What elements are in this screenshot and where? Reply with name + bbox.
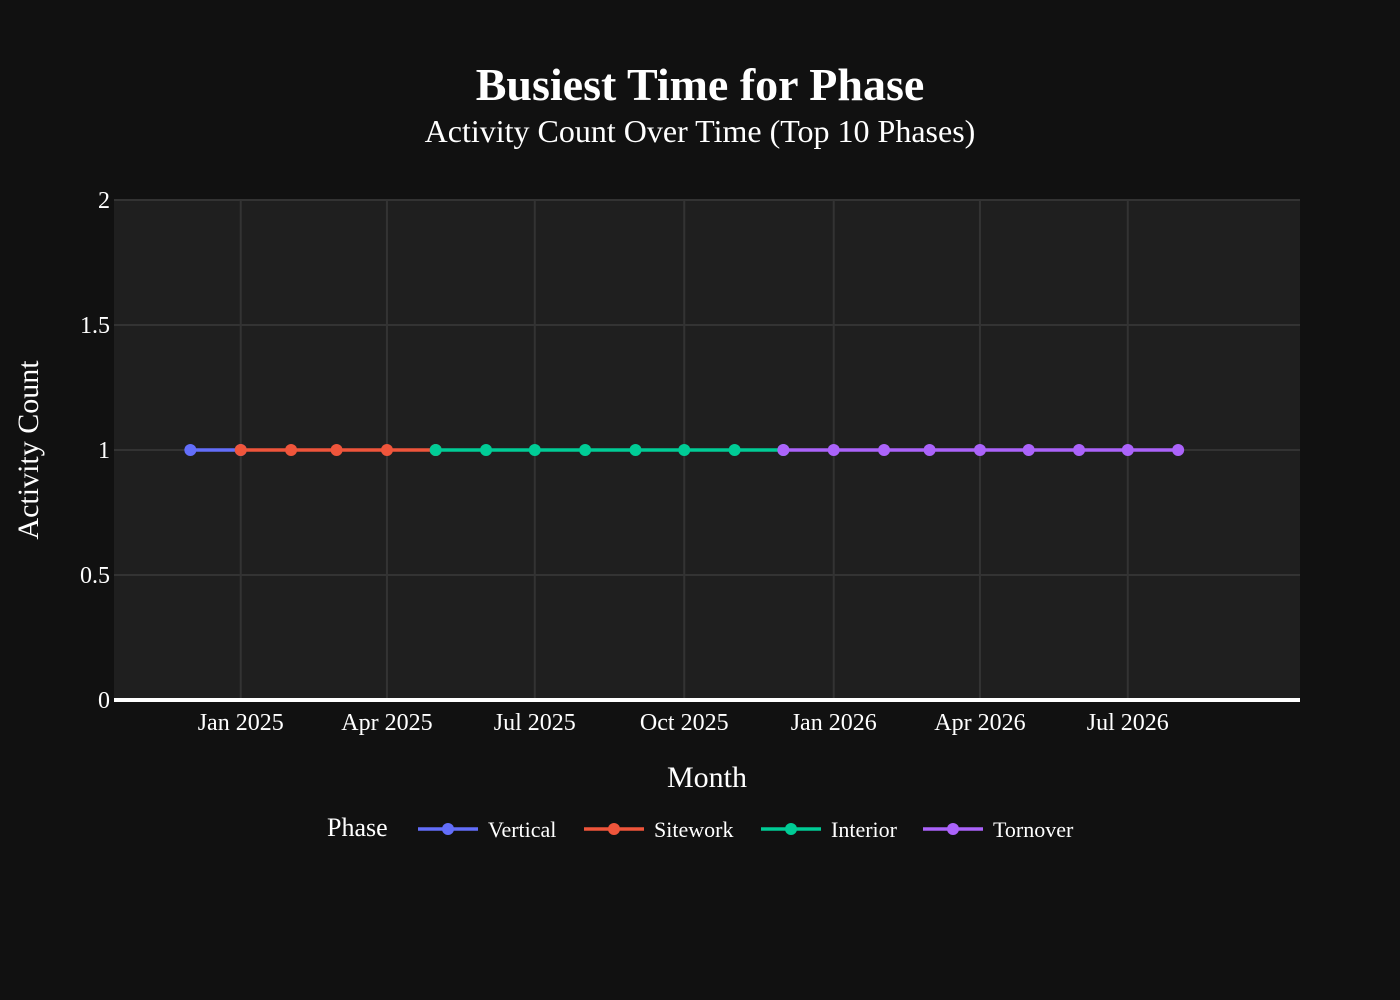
data-point (878, 444, 891, 456)
axes: 0 0.5 1 1.5 2 Jan 2025 Apr 2025 Jul 2025 Oct 202… (80, 188, 1300, 736)
data-point (1172, 444, 1185, 456)
data-point (973, 444, 986, 456)
data-point (629, 444, 642, 456)
legend: Phase Vertical Sitework Interior Tornover (327, 813, 1074, 842)
legend-label: Tornover (993, 817, 1074, 842)
chart-title: Busiest Time for Phase (476, 59, 925, 110)
y-axis-title: Activity Count (12, 360, 45, 540)
legend-item-vertical: Vertical (418, 817, 556, 842)
data-point (827, 444, 840, 456)
x-axis-title: Month (667, 761, 747, 794)
y-tick-label: 2 (98, 188, 110, 214)
y-tick-label: 1 (98, 438, 110, 464)
data-point (579, 444, 592, 456)
y-tick-label: 0 (98, 688, 110, 714)
legend-swatch-marker (785, 823, 797, 835)
series-lines (184, 444, 1185, 456)
data-point (234, 444, 247, 456)
legend-swatch-marker (442, 823, 454, 835)
legend-swatch-marker (947, 823, 959, 835)
legend-label: Vertical (488, 817, 556, 842)
data-point (528, 444, 541, 456)
legend-label: Sitework (654, 817, 733, 842)
legend-label: Interior (831, 817, 898, 842)
x-tick-label: Jul 2025 (494, 710, 576, 736)
legend-item-tornover: Tornover (923, 817, 1074, 842)
y-tick-label: 1.5 (80, 313, 110, 339)
legend-item-interior: Interior (761, 817, 898, 842)
data-point (728, 444, 741, 456)
data-point (380, 444, 393, 456)
data-point (1073, 444, 1086, 456)
x-tick-label: Oct 2025 (640, 710, 729, 736)
data-point (1022, 444, 1035, 456)
x-tick-label: Jan 2026 (791, 710, 877, 736)
data-point (429, 444, 442, 456)
data-point (678, 444, 691, 456)
legend-title: Phase (327, 813, 388, 842)
y-tick-label: 0.5 (80, 563, 110, 589)
chart-subtitle: Activity Count Over Time (Top 10 Phases) (425, 113, 976, 149)
data-point (184, 444, 197, 456)
data-point (923, 444, 936, 456)
data-point (1121, 444, 1134, 456)
x-tick-label: Apr 2026 (934, 710, 1025, 736)
x-tick-label: Apr 2025 (341, 710, 432, 736)
legend-item-sitework: Sitework (584, 817, 733, 842)
x-tick-label: Jul 2026 (1087, 710, 1169, 736)
data-point (330, 444, 343, 456)
legend-swatch-marker (608, 823, 620, 835)
data-point (285, 444, 298, 456)
series-tornover (777, 444, 1185, 456)
data-point (777, 444, 790, 456)
x-tick-label: Jan 2025 (198, 710, 284, 736)
data-point (480, 444, 493, 456)
